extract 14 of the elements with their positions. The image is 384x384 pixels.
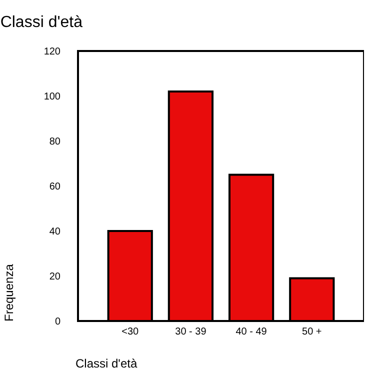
y-tick-label: 20 [49,272,61,282]
y-tick-label: 80 [49,136,61,148]
y-tick-label: 40 [49,226,61,238]
x-tick-label: 40 - 49 [236,326,268,338]
x-tick-label: 50 + [302,326,322,338]
y-tick-label: 120 [44,46,61,58]
x-tick-label: <30 [122,326,140,338]
y-axis-title: Frequenza [2,264,16,322]
chart-title: Classi d'età [0,14,83,31]
y-tick-label: 100 [44,92,61,102]
y-tick-label: 60 [49,182,61,192]
y-tick-label: 0 [54,316,61,328]
x-axis-title: Classi d'età [76,356,138,370]
x-tick-label: 30 - 39 [175,326,207,338]
